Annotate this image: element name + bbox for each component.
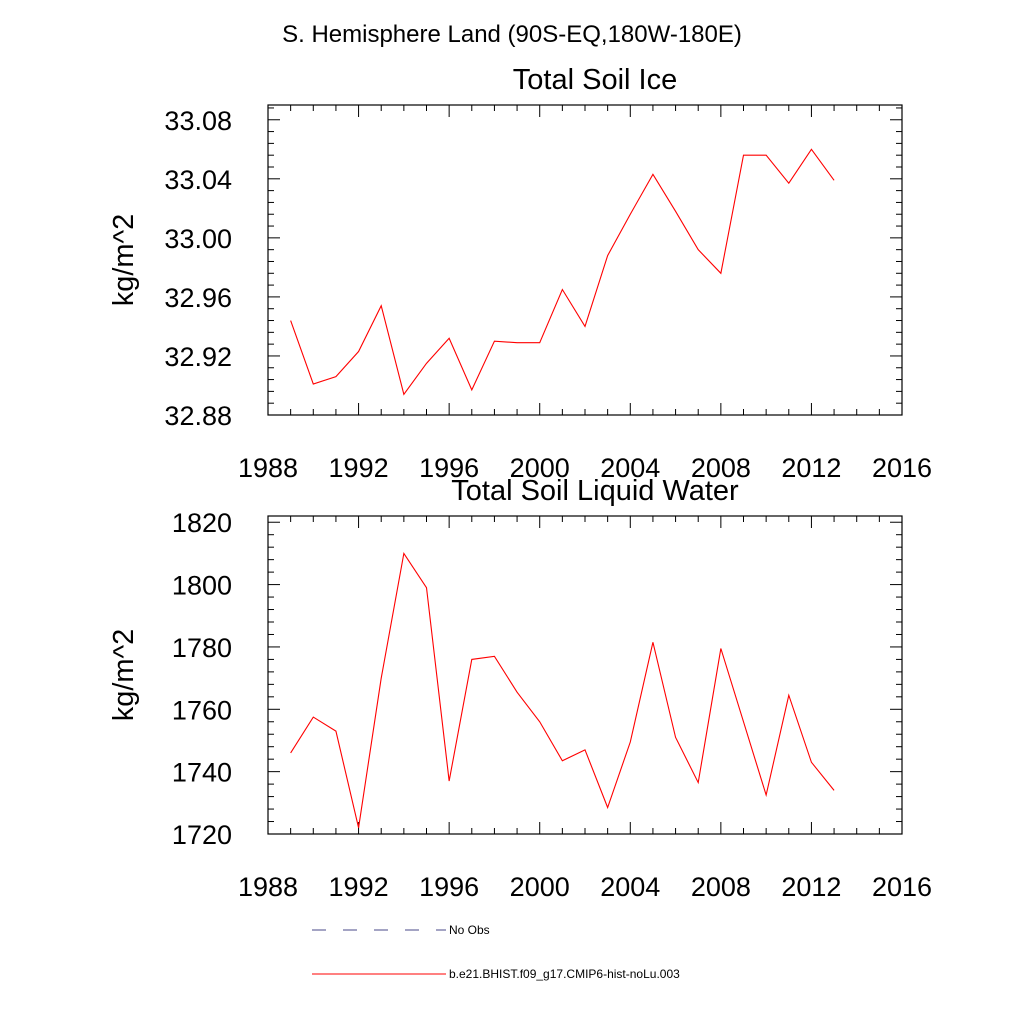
plot-frame: [267, 104, 903, 416]
x-tick-label: 2004: [600, 453, 660, 483]
legend-label: b.e21.BHIST.f09_g17.CMIP6-hist-noLu.003: [449, 967, 680, 981]
x-tick-label: 1996: [419, 453, 479, 483]
x-tick-label: 2008: [691, 453, 751, 483]
y-axis-label: kg/m^2: [108, 214, 140, 307]
y-tick-label: 33.00: [164, 224, 232, 254]
legend: No Obs b.e21.BHIST.f09_g17.CMIP6-hist-noL…: [312, 923, 680, 981]
x-tick-label: 2012: [781, 872, 841, 902]
series-line: [290, 551, 835, 828]
y-tick-label: 33.08: [164, 106, 232, 136]
x-tick-label: 2000: [510, 872, 570, 902]
series-line: [290, 148, 835, 396]
y-tick-label: 1780: [172, 633, 232, 663]
y-tick-label: 33.04: [164, 165, 232, 195]
y-tick-label: 32.92: [164, 342, 232, 372]
plot-frame: [267, 515, 903, 835]
chart-title: Total Soil Liquid Water: [451, 475, 739, 507]
x-tick-label: 1996: [419, 872, 479, 902]
x-tick-label: 2012: [781, 453, 841, 483]
x-tick-label: 1988: [238, 453, 298, 483]
x-tick-label: 1992: [329, 453, 389, 483]
y-tick-label: 1760: [172, 695, 232, 725]
chart-1: Total Soil Ice 1988 1992 1996 2000 2004 2008 20…: [108, 64, 932, 483]
x-tick-label: 2008: [691, 872, 751, 902]
x-tick-label: 2004: [600, 872, 660, 902]
y-tick-label: 32.88: [164, 401, 232, 431]
y-tick-label: 1800: [172, 571, 232, 601]
x-tick-label: 2016: [872, 872, 932, 902]
x-tick-label: 2000: [510, 453, 570, 483]
x-tick-label: 1988: [238, 872, 298, 902]
plots: Total Soil Ice 1988 1992 1996 2000 2004 2008 20…: [108, 64, 932, 902]
y-tick-label: 1820: [172, 508, 232, 538]
chart-title: Total Soil Ice: [513, 64, 677, 96]
legend-label: No Obs: [449, 923, 490, 937]
x-tick-label: 1992: [329, 872, 389, 902]
y-tick-label: 1720: [172, 820, 232, 850]
chart-2: Total Soil Liquid Water 1988 1992 1996 2000 2…: [108, 475, 932, 902]
y-tick-label: 1740: [172, 758, 232, 788]
y-axis-label: kg/m^2: [108, 629, 140, 722]
y-tick-label: 32.96: [164, 283, 232, 313]
figure-title: S. Hemisphere Land (90S-EQ,180W-180E): [282, 21, 742, 48]
x-tick-label: 2016: [872, 453, 932, 483]
